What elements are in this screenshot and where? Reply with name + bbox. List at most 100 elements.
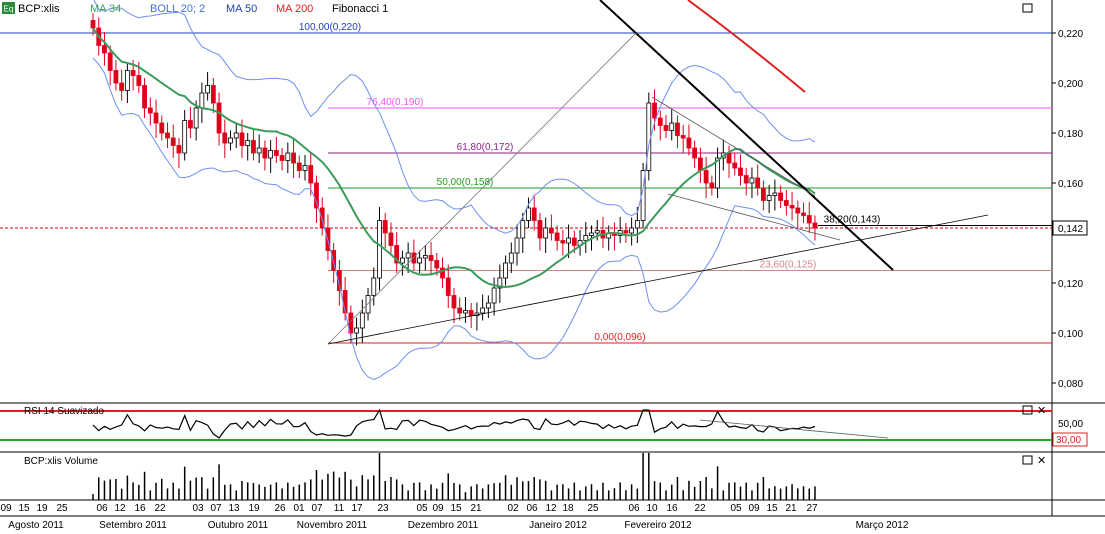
- x-day-label: 25: [587, 503, 599, 514]
- indicator-legend-item[interactable]: BOLL 20; 2: [150, 3, 205, 15]
- candle-body: [480, 307, 486, 314]
- y-tick-label: 0,220: [1058, 29, 1083, 40]
- candle-body: [371, 277, 377, 296]
- candle-body: [239, 132, 245, 146]
- candle-body: [663, 125, 669, 131]
- y-tick-label: 0,120: [1058, 279, 1083, 290]
- candle-body: [783, 200, 789, 206]
- x-day-label: 22: [154, 503, 166, 514]
- app-icon-text: Eq: [4, 5, 14, 14]
- fib-level-label: 23,60(0,125): [760, 260, 817, 271]
- candle-body: [308, 165, 314, 184]
- candle-body: [90, 20, 96, 29]
- candle-body: [314, 182, 319, 209]
- candle-body: [411, 252, 417, 264]
- x-day-label: 22: [694, 503, 706, 514]
- x-day-label: 15: [766, 503, 778, 514]
- x-day-label: 12: [114, 503, 126, 514]
- candle-body: [210, 85, 216, 104]
- candle-body: [743, 175, 749, 184]
- x-day-label: 06: [526, 503, 538, 514]
- candle-body: [715, 157, 720, 189]
- x-day-label: 19: [36, 503, 48, 514]
- candle-body: [514, 237, 520, 254]
- indicator-legend-item[interactable]: MA 34: [90, 3, 121, 15]
- candle-body: [766, 195, 772, 201]
- candle-body: [778, 192, 783, 201]
- candle-body: [657, 117, 663, 126]
- candle-body: [365, 295, 371, 314]
- downtrend-line: [599, 0, 894, 271]
- rsi-title[interactable]: RSI 14 Suavizado: [24, 406, 104, 417]
- candle-body: [560, 240, 566, 244]
- x-month-label: Novembro 2011: [297, 520, 368, 531]
- y-tick-label: 0,200: [1058, 79, 1083, 90]
- candle-body: [531, 207, 537, 221]
- candle-body: [279, 155, 285, 161]
- x-day-label: 19: [248, 503, 260, 514]
- volume-maximize-icon[interactable]: [1022, 455, 1033, 465]
- candle-body: [801, 212, 806, 216]
- candle-body: [789, 205, 795, 209]
- x-day-label: 09: [748, 503, 760, 514]
- candle-body: [669, 122, 675, 131]
- fib-level-label: 0,00(0,096): [594, 332, 645, 343]
- x-month-label: Janeiro 2012: [529, 520, 587, 531]
- x-day-label: 06: [96, 503, 108, 514]
- fib-level-label: 38,20(0,143): [824, 215, 881, 226]
- candle-body: [102, 45, 107, 54]
- app-icon[interactable]: [2, 2, 15, 14]
- x-day-label: 13: [228, 503, 240, 514]
- candle-body: [205, 85, 211, 94]
- volume-pane: [92, 453, 816, 500]
- candle-body: [245, 140, 251, 146]
- indicator-legend-item[interactable]: Fibonacci 1: [332, 3, 388, 15]
- y-tick-label: 0,160: [1058, 179, 1083, 190]
- x-day-label: 17: [351, 503, 363, 514]
- candle-body: [566, 237, 571, 244]
- bollinger-lower-line: [92, 57, 816, 381]
- x-day-label: 11: [334, 503, 345, 514]
- candle-body: [273, 150, 279, 156]
- candle-body: [176, 145, 182, 154]
- candle-body: [113, 70, 119, 84]
- x-day-label: 06: [628, 503, 640, 514]
- candle-body: [451, 295, 457, 309]
- symbol-label[interactable]: BCP:xlis: [18, 3, 60, 15]
- candle-body: [159, 122, 165, 134]
- indicator-legend-item[interactable]: MA 200: [276, 3, 313, 15]
- candle-body: [228, 137, 233, 144]
- x-day-label: 23: [377, 503, 389, 514]
- x-day-label: 15: [18, 503, 30, 514]
- uptrend-line: [327, 214, 989, 345]
- candle-body: [457, 307, 463, 314]
- candle-body: [440, 267, 445, 279]
- candle-body: [256, 147, 262, 154]
- candle-body: [508, 252, 514, 264]
- x-day-label: 07: [210, 503, 222, 514]
- candle-body: [147, 107, 153, 114]
- candle-body: [165, 132, 170, 139]
- volume-title[interactable]: BCP:xlis Volume: [24, 456, 98, 467]
- candle-body: [623, 230, 629, 234]
- candle-body: [697, 157, 703, 171]
- candle-body: [417, 257, 423, 264]
- rsi-close-icon[interactable]: ✕: [1037, 405, 1046, 417]
- x-day-label: 10: [646, 503, 658, 514]
- x-month-label: Março 2012: [856, 520, 909, 531]
- candle-body: [377, 220, 382, 279]
- x-month-label: Setembro 2011: [99, 520, 167, 531]
- candle-body: [142, 85, 147, 109]
- price-pane: 100,00(0,220) 76,40(0,190) 61,80(0,172) 50,…: [0, 0, 1052, 381]
- candle-body: [422, 255, 428, 259]
- candle-body: [463, 310, 468, 314]
- maximize-pane-icon[interactable]: [1022, 3, 1033, 13]
- indicator-legend-item[interactable]: MA 50: [226, 3, 257, 15]
- volume-close-icon[interactable]: ✕: [1037, 455, 1046, 467]
- candle-body: [709, 182, 715, 189]
- rsi-maximize-icon[interactable]: [1022, 405, 1033, 415]
- x-day-label: 21: [470, 503, 482, 514]
- x-day-label: 26: [274, 503, 286, 514]
